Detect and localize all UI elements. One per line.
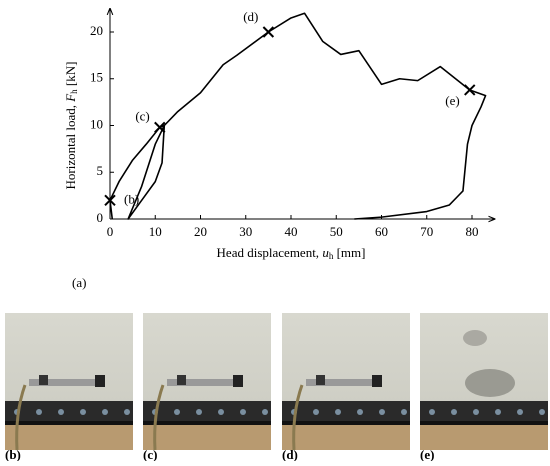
- label-part: u: [322, 245, 329, 260]
- x-tick-label: 10: [149, 224, 162, 239]
- photo-floor: [420, 423, 548, 450]
- photo-spall: [463, 330, 487, 346]
- x-axis-label: Head displacement, uh [mm]: [217, 245, 366, 261]
- y-tick-label: 15: [90, 70, 103, 85]
- label-part: Horizontal load,: [63, 102, 78, 190]
- x-tick-label: 0: [107, 224, 114, 239]
- photo-damage: [465, 369, 515, 397]
- photo-sensor-end: [95, 375, 105, 387]
- marker-label: (d): [243, 9, 258, 24]
- panel-label: (a): [72, 275, 86, 290]
- x-tick-label: 70: [420, 224, 433, 239]
- label-part: F: [63, 93, 78, 103]
- photo-bolt: [196, 409, 202, 415]
- marker-cross: [104, 194, 116, 207]
- photo-floor: [282, 423, 410, 450]
- data-line: [109, 12, 487, 220]
- photo-rail: [143, 401, 271, 421]
- label-part: h: [69, 89, 79, 94]
- photo-bolt: [401, 409, 407, 415]
- photo-rail: [282, 401, 410, 421]
- photo-sensor-head: [39, 375, 48, 385]
- photo-sensor-end: [372, 375, 382, 387]
- x-tick-label: 50: [330, 224, 343, 239]
- photo-rail: [5, 401, 133, 421]
- marker-cross: [464, 84, 476, 96]
- photo-bolt: [473, 409, 479, 415]
- label-part: [mm]: [333, 245, 365, 260]
- photo-sensor-end: [233, 375, 243, 387]
- photo-bolt: [240, 409, 246, 415]
- marker-cross: [154, 121, 166, 134]
- photo-strip: [282, 421, 410, 425]
- label-part: h: [329, 251, 334, 261]
- marker-label: (e): [445, 93, 459, 108]
- photo-sensor-head: [177, 375, 186, 385]
- photo-bolt: [36, 409, 42, 415]
- marker-label: (b): [124, 191, 139, 206]
- photo-sensor: [306, 379, 376, 386]
- photo-label: (b): [5, 447, 21, 461]
- y-tick-label: 10: [90, 116, 103, 131]
- photo-cable: [292, 384, 304, 451]
- marker-cross: [262, 26, 275, 38]
- photo-bolt: [335, 409, 341, 415]
- photo-bolt: [495, 409, 501, 415]
- photo-bolt: [80, 409, 86, 415]
- photo-bolt: [102, 409, 108, 415]
- photo-strip: [420, 421, 548, 425]
- x-tick-label: 60: [375, 224, 388, 239]
- x-tick-label: 80: [466, 224, 479, 239]
- y-axis-label: Horizontal load, Fh [kN]: [63, 62, 79, 190]
- photo-sensor: [167, 379, 237, 386]
- photo-bolt: [58, 409, 64, 415]
- photo-bolt: [429, 409, 435, 415]
- x-tick-label: 20: [194, 224, 207, 239]
- photo-label: (e): [420, 447, 434, 461]
- photo-floor: [5, 423, 133, 450]
- y-tick-label: 5: [97, 163, 104, 178]
- photo-bolt: [451, 409, 457, 415]
- photo-bolt: [539, 409, 545, 415]
- label-part: Head displacement,: [217, 245, 323, 260]
- photo-bolt: [174, 409, 180, 415]
- y-tick-label: 20: [90, 23, 103, 38]
- photo-label: (c): [143, 447, 157, 461]
- photo-bolt: [262, 409, 268, 415]
- photo-cable: [153, 384, 165, 451]
- photo-bolt: [218, 409, 224, 415]
- photo-label: (d): [282, 447, 298, 461]
- y-tick-label: 0: [97, 210, 104, 225]
- marker-label: (c): [135, 108, 149, 123]
- photo-bolt: [124, 409, 130, 415]
- photo-bolt: [379, 409, 385, 415]
- x-tick-label: 40: [285, 224, 298, 239]
- photo-strip: [143, 421, 271, 425]
- photo-floor: [143, 423, 271, 450]
- photo-cable: [15, 384, 27, 451]
- x-tick-label: 30: [239, 224, 252, 239]
- label-part: [kN]: [63, 62, 78, 90]
- photo-bolt: [517, 409, 523, 415]
- photo-strip: [5, 421, 133, 425]
- chart: 0 10 20 30 40 50 60 70 80 0 5 10 15 20 Head displaceme…: [63, 9, 495, 261]
- photo-sensor-head: [316, 375, 325, 385]
- photo-bolt: [313, 409, 319, 415]
- photo-rail: [420, 401, 548, 421]
- photo-bolt: [357, 409, 363, 415]
- photo-sensor: [29, 379, 99, 386]
- photos: (b) (c) (d) (e): [5, 313, 548, 462]
